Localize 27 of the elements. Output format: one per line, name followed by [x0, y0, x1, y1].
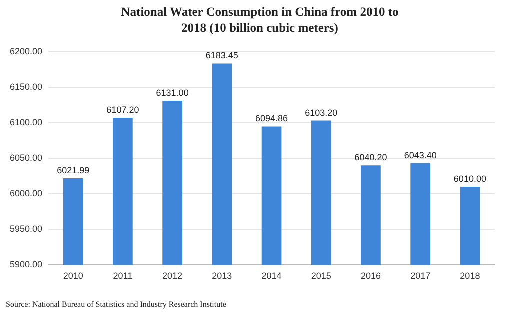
source-note: Source: National Bureau of Statistics and Industry Research Institute [6, 300, 226, 309]
x-tick-label: 2016 [360, 271, 381, 282]
data-label: 6103.20 [305, 108, 338, 118]
x-tick-label: 2014 [262, 271, 282, 282]
x-tick-label: 2012 [162, 271, 183, 282]
x-tick-label: 2011 [113, 271, 133, 282]
data-label: 6183.45 [206, 50, 238, 61]
data-label: 6040.20 [354, 152, 388, 163]
y-tick-label: 5950.00 [10, 224, 43, 234]
data-label: 6010.00 [454, 174, 486, 184]
data-label: 6094.86 [255, 114, 288, 124]
y-tick-label: 6200.00 [10, 46, 43, 56]
chart-title: National Water Consumption in China from 2010 to 2018 (10 billion cubic meters) [120, 4, 400, 36]
data-label: 6021.99 [57, 165, 90, 176]
y-tick-label: 6150.00 [10, 82, 43, 92]
y-tick-label: 6100.00 [10, 118, 43, 128]
y-tick-label: 6050.00 [10, 153, 43, 164]
x-tick-label: 2013 [212, 271, 232, 282]
data-label: 6131.00 [156, 88, 189, 98]
data-label: 6043.40 [404, 150, 437, 160]
data-label: 6107.20 [106, 104, 140, 115]
x-tick-label: 2018 [460, 271, 480, 282]
x-tick-label: 2015 [311, 271, 332, 282]
x-tick-label: 2017 [410, 271, 431, 282]
x-tick-label: 2010 [63, 271, 84, 282]
y-tick-label: 6000.00 [10, 188, 43, 199]
y-tick-label: 5900.00 [10, 260, 43, 270]
